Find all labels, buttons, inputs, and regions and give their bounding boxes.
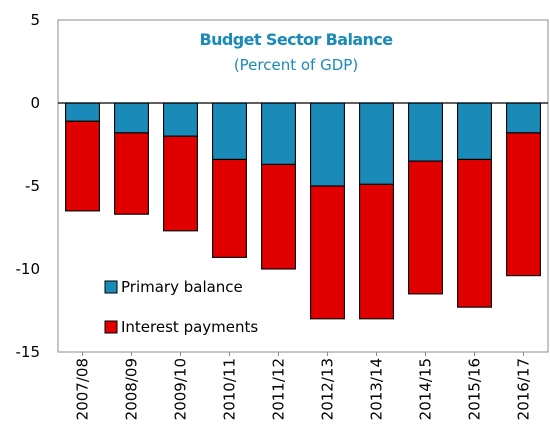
y-tick-label: 0 (30, 94, 40, 112)
legend-label-primary-balance: Primary balance (121, 278, 243, 296)
bar-primary-balance-2011-12 (261, 102, 296, 165)
bar-primary-balance-2014-15 (408, 102, 443, 162)
bar-interest-payments-2010-11 (212, 158, 247, 258)
legend-swatch-primary-balance (104, 280, 118, 294)
x-tick-label: 2007/08 (74, 358, 92, 420)
x-tick-label: 2010/11 (221, 358, 239, 420)
x-axis: 2007/08 2008/09 2009/10 2010/11 2011/12 2012/… (74, 352, 533, 420)
chart-subtitle: (Percent of GDP) (234, 56, 358, 74)
bar-interest-payments-2013-14 (359, 183, 394, 320)
bar-interest-payments-2007-08 (65, 120, 100, 212)
bar-interest-payments-2008-09 (114, 132, 149, 215)
x-tick-label: 2009/10 (172, 358, 190, 420)
legend-label-interest-payments: Interest payments (121, 318, 258, 336)
chart-title: Budget Sector Balance (200, 30, 394, 49)
bar-primary-balance-2016-17 (506, 102, 541, 134)
bar-interest-payments-2011-12 (261, 163, 296, 270)
plot-frame (57, 19, 549, 353)
x-tick-label: 2014/15 (417, 358, 435, 420)
y-tick-label: -5 (25, 177, 40, 195)
bar-interest-payments-2014-15 (408, 160, 443, 295)
legend: Primary balance Interest payments (104, 278, 258, 336)
bar-interest-payments-2015-16 (457, 158, 492, 308)
bar-interest-payments-2016-17 (506, 132, 541, 277)
x-tick-label: 2016/17 (515, 358, 533, 420)
y-tick-label: -10 (16, 260, 41, 278)
y-tick-label: -15 (16, 343, 41, 361)
bar-interest-payments-2012-13 (310, 185, 345, 320)
x-tick-label: 2011/12 (270, 358, 288, 420)
bars-group (65, 102, 541, 320)
bar-primary-balance-2010-11 (212, 102, 247, 160)
bar-primary-balance-2012-13 (310, 102, 345, 187)
bar-primary-balance-2013-14 (359, 102, 394, 185)
y-tick-label: 5 (30, 11, 40, 29)
bar-primary-balance-2008-09 (114, 102, 149, 134)
bar-primary-balance-2015-16 (457, 102, 492, 160)
x-tick-label: 2008/09 (123, 358, 141, 420)
x-tick-label: 2015/16 (466, 358, 484, 420)
bar-interest-payments-2009-10 (163, 135, 198, 232)
legend-swatch-interest-payments (104, 320, 118, 334)
y-axis: 5 0 -5 -10 -15 (16, 11, 41, 361)
x-tick-label: 2013/14 (368, 358, 386, 420)
bar-primary-balance-2007-08 (65, 102, 100, 122)
x-tick-label: 2012/13 (319, 358, 337, 420)
bar-primary-balance-2009-10 (163, 102, 198, 137)
